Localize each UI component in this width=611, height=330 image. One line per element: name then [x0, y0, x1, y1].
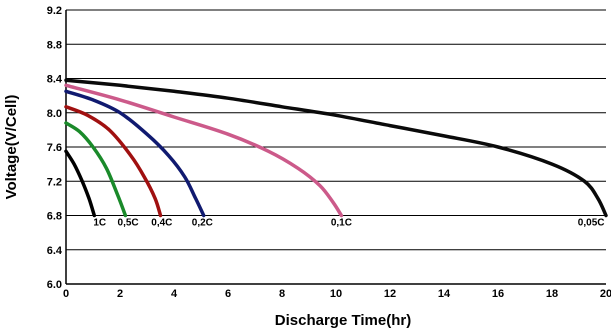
- y-tick-label-5: 8.0: [47, 108, 62, 120]
- y-tick-labels: 6.0 6.4 6.8 7.2 7.6 8.0 8.4 8.8 9.2: [47, 5, 63, 291]
- curve-label-3: 0,2C: [192, 217, 213, 228]
- x-tick-label-9: 18: [546, 288, 558, 300]
- series-line-2: [64, 105, 163, 218]
- x-tick-label-1: 2: [117, 288, 123, 300]
- x-tick-label-10: 20: [600, 288, 611, 300]
- curve-labels: 1C 0,5C 0,4C 0,2C 0,1C 0,05C: [93, 217, 604, 228]
- axes: [65, 10, 606, 285]
- y-tick-label-3: 7.2: [47, 176, 62, 188]
- curve-label-2: 0,4C: [151, 217, 172, 228]
- y-tick-label-0: 6.0: [47, 279, 62, 291]
- y-tick-label-8: 9.2: [47, 5, 62, 17]
- y-axis-title: Voltage(V/Cell): [3, 95, 20, 200]
- series-lines: [64, 78, 608, 218]
- y-tick-label-2: 6.8: [47, 211, 62, 223]
- x-axis-title: Discharge Time(hr): [275, 312, 411, 329]
- curve-label-5: 0,05C: [578, 217, 605, 228]
- x-tick-label-7: 14: [438, 288, 451, 300]
- y-tick-label-1: 6.4: [47, 245, 63, 257]
- x-tick-label-3: 6: [225, 288, 231, 300]
- series-line-5: [64, 78, 608, 218]
- x-tick-label-5: 10: [330, 288, 342, 300]
- x-tick-label-0: 0: [63, 288, 69, 300]
- series-line-3: [64, 89, 206, 218]
- curve-label-1: 0,5C: [118, 217, 139, 228]
- grid-lines: [66, 9, 606, 285]
- x-tick-label-4: 8: [279, 288, 285, 300]
- y-tick-label-4: 7.6: [47, 142, 62, 154]
- curve-label-0: 1C: [93, 217, 106, 228]
- y-tick-label-7: 8.8: [47, 39, 62, 51]
- x-tick-labels: 0 2 4 6 8 10 12 14 16 18 20: [63, 288, 611, 300]
- series-line-0: [64, 149, 97, 218]
- x-tick-label-2: 4: [171, 288, 178, 300]
- x-tick-label-6: 12: [384, 288, 396, 300]
- series-line-4: [64, 83, 344, 218]
- y-tick-label-6: 8.4: [47, 74, 63, 86]
- x-tick-label-8: 16: [492, 288, 504, 300]
- series-line-1: [64, 121, 128, 218]
- curve-label-4: 0,1C: [331, 217, 352, 228]
